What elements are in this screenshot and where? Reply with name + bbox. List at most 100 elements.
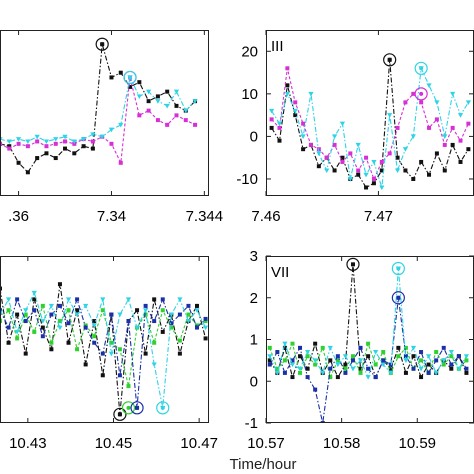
data-point (335, 358, 340, 363)
plot-area (0, 282, 209, 421)
data-point (194, 308, 200, 313)
data-point (285, 66, 290, 71)
data-point (143, 308, 149, 313)
data-point (165, 122, 170, 127)
data-point (152, 297, 157, 302)
data-point (290, 375, 295, 380)
data-point (43, 139, 50, 145)
data-point (388, 362, 393, 367)
data-point (185, 319, 192, 324)
data-point (277, 125, 282, 130)
data-point (388, 370, 394, 376)
data-point (173, 89, 180, 95)
data-point (160, 308, 165, 313)
data-point (65, 297, 72, 302)
data-point (7, 146, 12, 151)
data-point (169, 325, 174, 330)
data-point (442, 142, 447, 147)
data-point (366, 341, 371, 346)
data-point (203, 336, 208, 341)
x-tick-label: 10.43 (9, 435, 47, 452)
data-point (394, 168, 401, 174)
data-point (174, 103, 179, 108)
series-line-cyan (271, 66, 469, 188)
data-point (174, 113, 179, 118)
circled-marker-dot (128, 75, 133, 80)
data-point (434, 100, 440, 105)
data-point (83, 323, 88, 328)
data-point (109, 141, 114, 146)
data-point (32, 329, 37, 334)
data-point (466, 147, 471, 152)
y-tick-label: 1 (250, 332, 258, 349)
data-point (324, 155, 329, 160)
data-point (269, 117, 274, 122)
data-point (403, 358, 409, 363)
data-point (434, 117, 439, 122)
data-point (63, 146, 68, 151)
data-point (313, 341, 318, 346)
data-point (458, 138, 463, 143)
data-point (83, 303, 89, 309)
data-point (313, 387, 318, 392)
data-point (128, 84, 133, 89)
data-point (72, 151, 77, 156)
data-point (387, 113, 393, 118)
data-point (366, 366, 371, 371)
data-point (293, 100, 298, 105)
data-point (293, 113, 298, 118)
data-point (308, 91, 314, 97)
data-point (373, 350, 379, 355)
data-point (290, 358, 295, 363)
data-point (108, 127, 115, 133)
axes-frame (266, 256, 474, 423)
data-point (274, 370, 280, 376)
data-point (177, 338, 182, 343)
data-point (316, 164, 321, 169)
data-point (328, 375, 333, 380)
data-point (426, 354, 432, 359)
data-point (117, 312, 123, 318)
data-point (75, 297, 80, 302)
data-point (108, 351, 114, 357)
plot-area (0, 37, 198, 175)
data-point (290, 341, 295, 346)
panel-bottom-right: 10.57 10.58 10.59 -1 0 1 2 3 VII (245, 248, 474, 452)
data-point (305, 350, 311, 355)
data-point (403, 370, 408, 375)
data-point (396, 345, 401, 350)
data-point (328, 358, 333, 363)
data-point (100, 373, 105, 378)
circled-marker (121, 401, 136, 415)
data-point (75, 308, 80, 313)
data-point (146, 108, 151, 113)
data-point (40, 334, 45, 339)
data-point (160, 329, 165, 334)
y-tick-label: 3 (250, 248, 258, 265)
data-point (275, 350, 280, 355)
data-point (143, 303, 148, 308)
data-point (49, 347, 54, 352)
data-point (403, 354, 408, 359)
data-point (44, 151, 49, 156)
data-point (411, 91, 416, 96)
x-tick-label: 10.59 (398, 435, 436, 452)
circled-marker-dot (160, 405, 165, 410)
y-tick-label: 0 (250, 128, 258, 145)
data-point (456, 366, 462, 372)
data-point (91, 323, 97, 329)
data-point (450, 142, 455, 147)
data-point (92, 340, 97, 345)
data-point (320, 345, 325, 350)
data-point (448, 350, 454, 355)
data-point (57, 325, 63, 331)
data-point (395, 155, 400, 160)
data-point (332, 142, 337, 147)
data-point (267, 362, 272, 367)
circled-marker (156, 401, 170, 415)
data-point (5, 297, 12, 302)
data-point (15, 336, 20, 341)
data-point (137, 80, 142, 85)
data-point (358, 370, 363, 375)
data-point (203, 316, 208, 321)
